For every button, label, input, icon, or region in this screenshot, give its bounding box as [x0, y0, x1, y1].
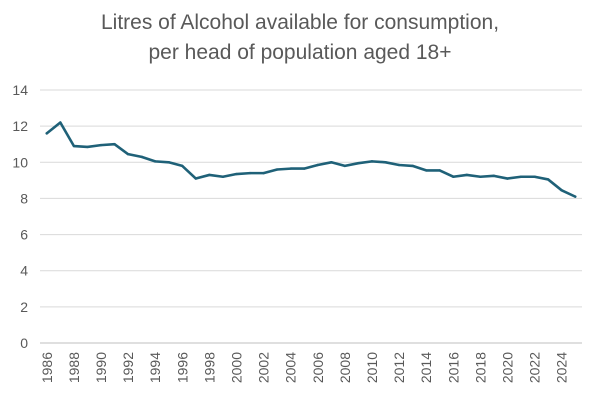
x-tick-label: 1988	[66, 352, 82, 383]
data-point	[72, 144, 76, 148]
data-point	[208, 173, 211, 177]
data-point	[452, 175, 455, 178]
data-point	[113, 143, 116, 146]
data-point	[59, 121, 62, 124]
x-tick-label: 2020	[499, 352, 515, 383]
gridlines	[40, 89, 582, 344]
x-tick-label: 2008	[337, 352, 353, 383]
data-point	[533, 175, 536, 178]
data-point	[519, 175, 523, 178]
data-point	[181, 164, 184, 168]
data-point	[370, 160, 374, 163]
x-tick-label: 1992	[120, 352, 136, 383]
x-tick-label: 2018	[472, 352, 488, 383]
y-tick-label: 4	[20, 263, 28, 279]
series-line	[45, 121, 577, 198]
data-point	[424, 169, 428, 172]
data-point	[465, 173, 469, 177]
data-point	[384, 161, 387, 164]
x-tick-label: 2000	[228, 352, 244, 383]
x-tick-label: 2016	[445, 352, 461, 383]
data-point	[411, 164, 414, 168]
x-tick-label: 2010	[364, 352, 380, 383]
y-tick-label: 14	[12, 82, 28, 98]
x-tick-label: 2022	[527, 352, 543, 383]
y-tick-label: 0	[20, 335, 28, 351]
x-tick-label: 2004	[283, 352, 299, 383]
data-point	[560, 189, 563, 192]
data-point	[546, 178, 550, 181]
data-point	[262, 171, 265, 175]
data-point	[275, 168, 279, 171]
data-point	[357, 161, 360, 165]
data-point	[153, 160, 157, 163]
chart-title: Litres of Alcohol available for consumpt…	[0, 8, 600, 68]
data-point	[221, 175, 225, 178]
data-point	[330, 161, 333, 164]
data-point	[194, 177, 198, 180]
data-point	[479, 175, 482, 178]
data-point	[99, 143, 103, 147]
data-point	[45, 132, 48, 135]
data-point	[492, 174, 496, 178]
data-point	[126, 152, 130, 156]
series-layer	[45, 121, 577, 198]
data-point	[140, 155, 143, 159]
x-tick-label: 2014	[418, 352, 434, 383]
data-point	[167, 161, 170, 164]
x-tick-label: 2012	[391, 352, 407, 383]
x-tick-label: 2024	[554, 352, 570, 383]
data-point	[343, 164, 347, 168]
x-tick-label: 2002	[256, 352, 272, 383]
x-tick-label: 1996	[174, 352, 190, 383]
x-tick-label: 2006	[310, 352, 326, 383]
data-point	[235, 172, 238, 176]
y-axis-ticks: 0 2 4 6 8 10 12 14	[12, 82, 28, 351]
y-tick-label: 2	[20, 299, 28, 315]
x-tick-label: 1990	[93, 352, 109, 383]
data-point	[506, 177, 509, 180]
chart-title-line-1: Litres of Alcohol available for consumpt…	[100, 11, 500, 34]
data-point	[397, 163, 401, 167]
x-tick-label: 1998	[201, 352, 217, 383]
data-point	[438, 169, 441, 172]
y-tick-label: 10	[12, 154, 28, 170]
data-point	[574, 195, 577, 198]
x-tick-label: 1986	[39, 352, 55, 383]
data-point	[86, 145, 89, 149]
y-tick-label: 12	[12, 118, 28, 134]
y-tick-label: 8	[20, 190, 28, 206]
x-axis-ticks: 1986 1988 1990 1992 1994 1996 1998 2000 2002 2004…	[39, 352, 570, 383]
data-point	[316, 163, 319, 167]
chart-title-line-2: per head of population aged 18+	[148, 41, 452, 64]
data-point	[248, 171, 252, 175]
y-tick-label: 6	[20, 227, 28, 243]
x-tick-label: 1994	[147, 352, 163, 383]
data-point	[289, 167, 292, 170]
data-point	[303, 167, 306, 170]
